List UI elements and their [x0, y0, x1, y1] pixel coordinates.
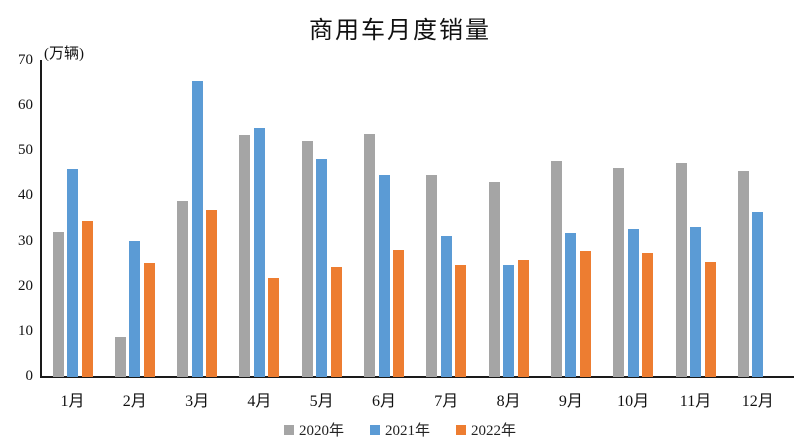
- bar-2021年-4月: [253, 127, 265, 377]
- bar-2020年-9月: [550, 161, 562, 377]
- bar-2020年-3月: [177, 200, 189, 377]
- bar-2020年-12月: [737, 170, 749, 377]
- x-tick-label-6月: 6月: [371, 393, 396, 410]
- bar-2021年-8月: [503, 265, 515, 377]
- bar-2021年-12月: [752, 211, 764, 377]
- legend-item-2022年: 2022年: [456, 419, 516, 440]
- chart-title: 商用车月度销量: [309, 18, 491, 44]
- bar-2020年-10月: [613, 167, 625, 377]
- y-tick-label-30: 30: [18, 232, 33, 249]
- x-tick-label-11月: 11月: [679, 393, 712, 410]
- bar-2021年-11月: [690, 227, 701, 377]
- x-tick-label-10月: 10月: [617, 393, 650, 410]
- bar-2021年-2月: [129, 240, 141, 377]
- bar-2021年-5月: [316, 158, 328, 377]
- bar-2020年-6月: [364, 133, 375, 377]
- bar-2021年-6月: [378, 175, 390, 377]
- x-tick-label-3月: 3月: [185, 393, 210, 410]
- y-tick-label-70: 70: [18, 52, 33, 68]
- y-axis-line: [40, 60, 42, 378]
- legend-item-2021年: 2021年: [369, 419, 430, 440]
- bar-2020年-5月: [301, 140, 313, 377]
- y-tick-label-20: 20: [18, 277, 33, 294]
- x-tick-label-1月: 1月: [60, 393, 85, 410]
- bar-2020年-4月: [239, 135, 251, 377]
- bar-2022年-2月: [143, 263, 155, 377]
- legend-label-2022年: 2022年: [471, 423, 517, 439]
- bar-2021年-1月: [67, 168, 78, 377]
- bar-2021年-9月: [565, 232, 577, 377]
- bar-2022年-11月: [704, 261, 716, 377]
- x-axis-line: [40, 376, 794, 378]
- legend: 2020年 2021年 2022年: [0, 419, 800, 440]
- x-tick-label-8月: 8月: [496, 393, 521, 410]
- bar-2020年-2月: [114, 337, 126, 377]
- x-tick-label-9月: 9月: [558, 393, 583, 410]
- bar-2022年-4月: [268, 278, 280, 377]
- y-tick-label-60: 60: [18, 97, 33, 114]
- legend-swatch-2021年: [369, 424, 380, 435]
- bar-2020年-1月: [52, 231, 64, 377]
- bar-2020年-11月: [675, 163, 687, 377]
- bar-2021年-7月: [440, 236, 452, 377]
- x-tick-label-5月: 5月: [309, 393, 334, 410]
- y-tick-label-50: 50: [18, 142, 33, 159]
- legend-label-2020年: 2020年: [298, 423, 344, 439]
- legend-label-2021年: 2021年: [384, 423, 430, 439]
- y-tick-label-10: 10: [18, 322, 33, 339]
- y-tick-label-0: 0: [25, 368, 34, 384]
- y-tick-label-40: 40: [18, 187, 33, 204]
- bar-2021年-3月: [191, 81, 203, 377]
- x-tick-label-12月: 12月: [741, 393, 774, 410]
- x-tick-label-7月: 7月: [434, 393, 459, 410]
- bar-2022年-3月: [206, 209, 218, 377]
- x-tick-label-4月: 4月: [247, 393, 272, 410]
- bar-2022年-1月: [81, 220, 93, 377]
- bar-2022年-10月: [642, 252, 654, 377]
- bar-2020年-8月: [488, 181, 500, 377]
- bar-2022年-5月: [330, 267, 342, 377]
- bar-2022年-7月: [455, 265, 467, 377]
- bar-2020年-7月: [426, 174, 438, 377]
- bar-2022年-6月: [393, 250, 404, 377]
- x-tick-label-2月: 2月: [122, 393, 147, 410]
- legend-swatch-2022年: [456, 424, 466, 435]
- legend-swatch-2020年: [283, 424, 294, 435]
- bar-2021年-10月: [627, 228, 639, 377]
- bar-2022年-8月: [517, 259, 529, 377]
- y-axis-unit-label: (万辆): [44, 46, 84, 62]
- bar-2022年-9月: [579, 250, 591, 377]
- legend-item-2020年: 2020年: [283, 419, 344, 440]
